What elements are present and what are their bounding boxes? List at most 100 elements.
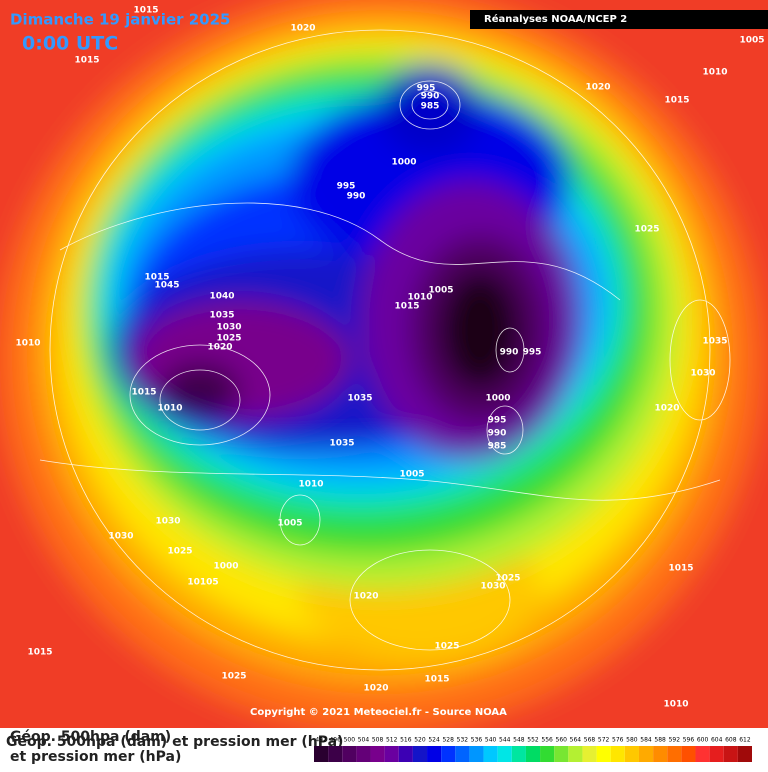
colorbar-tick-label: 540 xyxy=(485,737,497,744)
colorbar-cell xyxy=(540,746,555,762)
colorbar-tick-label: 612 xyxy=(739,737,751,744)
isobar-label: 995 xyxy=(488,416,507,426)
colorbar-tick-label: 548 xyxy=(513,737,525,744)
colorbar-cell xyxy=(554,746,569,762)
colorbar-cell xyxy=(342,746,357,762)
isobar-label: 1010 xyxy=(702,68,727,78)
colorbar-cell xyxy=(653,746,668,762)
isobar-label: 1025 xyxy=(495,574,520,584)
colorbar-cell xyxy=(483,746,498,762)
colorbar-cell xyxy=(624,746,639,762)
isobar-label: 1020 xyxy=(363,684,388,694)
isobar-label: 1015 xyxy=(74,56,99,66)
colorbar-cell xyxy=(610,746,625,762)
colorbar-tick-label: 572 xyxy=(598,737,610,744)
colorbar-cell xyxy=(638,746,654,762)
colorbar-tick-label: 600 xyxy=(697,737,709,744)
colorbar: 492 496 500 504 508 512 516 520 524 528 532 536 540 5… xyxy=(314,737,752,762)
colorbar-cell xyxy=(582,746,597,762)
colorbar-tick-label: 512 xyxy=(386,737,398,744)
isobar-label: 1025 xyxy=(434,642,459,652)
isobar-label: 1035 xyxy=(209,311,234,321)
isobar-label: 1005 xyxy=(399,470,424,480)
isobar-label: 1000 xyxy=(213,562,238,572)
isobar-label: 1020 xyxy=(654,404,679,414)
colorbar-tick-label: 504 xyxy=(358,737,370,744)
isobar-label: 1005 xyxy=(428,286,453,296)
colorbar-cell xyxy=(497,746,512,762)
isobar-label: 985 xyxy=(488,442,507,452)
isobar-label: 1015 xyxy=(133,6,158,16)
colorbar-tick-label: 564 xyxy=(570,737,582,744)
isobar-label: 990 xyxy=(347,192,366,202)
isobar-label: 985 xyxy=(421,102,440,112)
colorbar-tick-label: 560 xyxy=(556,737,568,744)
colorbar-cell xyxy=(525,746,541,762)
colorbar-tick-label: 516 xyxy=(400,737,412,744)
source: Réanalyses NOAA/NCEP 2 xyxy=(484,13,627,25)
isobar-label: 1010 xyxy=(15,339,40,349)
isobar-label: 1020 xyxy=(585,83,610,93)
colorbar-tick-label: 596 xyxy=(683,737,695,744)
isobar-label: 990 xyxy=(500,348,519,358)
isobar-label: 1035 xyxy=(702,337,727,347)
colorbar-tick-label: 588 xyxy=(654,737,666,744)
time: 0:00 UTC xyxy=(22,33,118,55)
isobar-label: 1020 xyxy=(207,343,232,353)
isobar-label: 1015 xyxy=(424,675,449,685)
isobar-label: 1035 xyxy=(329,439,354,449)
isobar-label: 1000 xyxy=(391,158,416,168)
colorbar-cell xyxy=(398,746,413,762)
isobar-label: 990 xyxy=(421,92,440,102)
colorbar-tick-label: 524 xyxy=(428,737,440,744)
colorbar-cell xyxy=(695,746,710,762)
isobar-labels: 1020101510151005101010201015995990985100… xyxy=(15,6,764,710)
isobars xyxy=(39,29,731,671)
isobar-label: 1015 xyxy=(144,273,169,283)
colorbar-tick-label: 508 xyxy=(372,737,384,744)
source-bar xyxy=(470,10,768,29)
legend-overlay: Géop. 500hpa (dam) et pression mer (hPa) xyxy=(6,734,343,750)
colorbar-cell xyxy=(370,746,385,762)
isobar-label: 1045 xyxy=(154,281,179,291)
colorbar-cell xyxy=(441,746,456,762)
isobar-label: 1010 xyxy=(157,404,182,414)
colorbar-tick-label: 520 xyxy=(414,737,426,744)
colorbar-cell xyxy=(723,746,738,762)
colorbar-tick-label: 528 xyxy=(442,737,454,744)
colorbar-cell xyxy=(469,746,484,762)
isobar-label: 1010 xyxy=(407,293,432,303)
isobar-label: 1025 xyxy=(216,334,241,344)
legend-line: Géop. 500hpa (dam) xyxy=(10,729,171,745)
colorbar-cell xyxy=(709,746,724,762)
colorbar-cell xyxy=(427,746,442,762)
colorbar-tick-label: 532 xyxy=(457,737,469,744)
isobar-label: 1015 xyxy=(131,388,156,398)
isobar-label: 1005 xyxy=(277,519,302,529)
isobar-label: 1020 xyxy=(353,592,378,602)
colorbar-cell xyxy=(455,746,470,762)
isobar-label: 1015 xyxy=(664,96,689,106)
isobar-label: 1015 xyxy=(27,648,52,658)
colorbar-cell xyxy=(412,746,428,762)
colorbar-cell xyxy=(681,746,696,762)
colorbar-cell xyxy=(511,746,526,762)
date: Dimanche 19 janvier 2025 xyxy=(10,11,231,29)
isobar-label: 995 xyxy=(417,84,436,94)
isobar-label: 995 xyxy=(523,348,542,358)
isobar-label: 1020 xyxy=(290,24,315,34)
colorbar-tick-label: 500 xyxy=(344,737,356,744)
isobar-label: 1015 xyxy=(668,564,693,574)
colorbar-cell xyxy=(384,746,399,762)
colorbar-tick-label: 556 xyxy=(541,737,553,744)
isobar-label: 1010 xyxy=(298,480,323,490)
colorbar-tick-label: 536 xyxy=(471,737,483,744)
colorbar-cell xyxy=(596,746,611,762)
isobar-label: 990 xyxy=(488,429,507,439)
isobar-label: 1000 xyxy=(485,394,510,404)
isobar-label: 1040 xyxy=(209,292,234,302)
copyright: Copyright © 2021 Meteociel.fr - Source N… xyxy=(250,707,507,718)
colorbar-cell xyxy=(356,746,371,762)
